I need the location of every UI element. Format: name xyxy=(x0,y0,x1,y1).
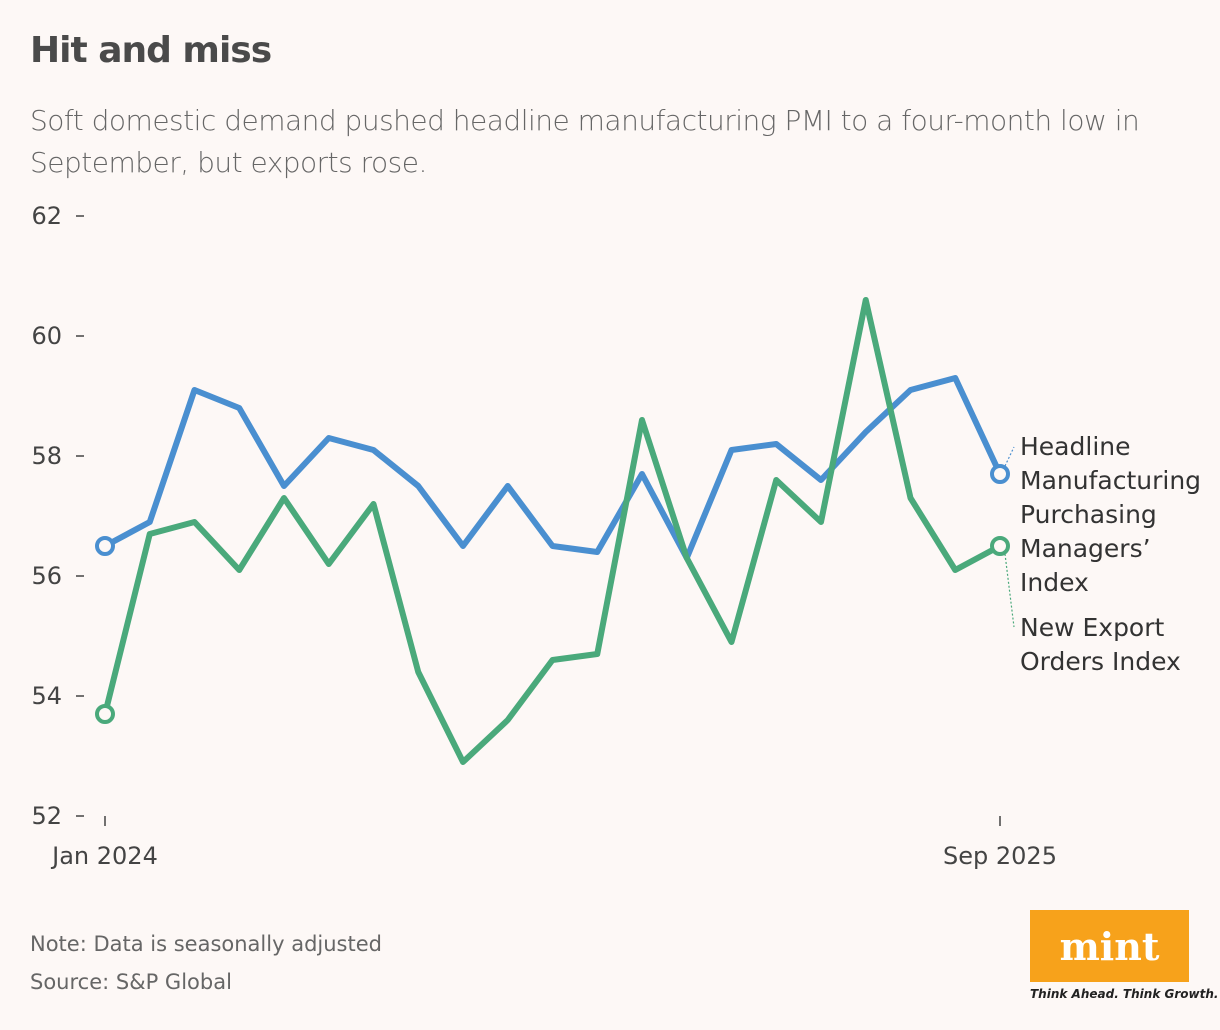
data-point xyxy=(95,536,115,556)
y-tick-label: 54 xyxy=(31,682,62,710)
y-tick-label: 62 xyxy=(31,202,62,230)
y-tick-label: 52 xyxy=(31,802,62,830)
chart-subtitle: Soft domestic demand pushed headline man… xyxy=(30,104,1140,179)
series-line xyxy=(102,375,1003,561)
data-point xyxy=(990,464,1010,484)
logo-tagline: Think Ahead. Think Growth. xyxy=(1030,987,1219,1001)
data-point xyxy=(95,704,115,724)
series-label: New Export Orders Index xyxy=(1020,613,1181,676)
y-tick-label: 56 xyxy=(31,562,62,590)
note: Note: Data is seasonally adjusted xyxy=(30,932,382,956)
line-chart: 52 54 56 58 60 62 Jan 2024 Sep 2025 Headline Manu… xyxy=(31,202,1201,870)
source: Source: S&P Global xyxy=(30,970,232,994)
label-leader xyxy=(1004,553,1015,628)
logo-text: mint xyxy=(1059,923,1160,969)
data-point xyxy=(990,536,1010,556)
series-line xyxy=(102,297,1003,765)
x-tick-label: Sep 2025 xyxy=(943,842,1057,870)
y-tick-label: 60 xyxy=(31,322,62,350)
mint-logo: mint xyxy=(1030,910,1189,982)
y-tick-label: 58 xyxy=(31,442,62,470)
label-leader xyxy=(1004,446,1015,467)
x-tick-label: Jan 2024 xyxy=(50,842,158,870)
series-label: Headline Manufacturing Purchasing Managers’… xyxy=(1020,432,1201,597)
chart-title: Hit and miss xyxy=(30,30,272,71)
